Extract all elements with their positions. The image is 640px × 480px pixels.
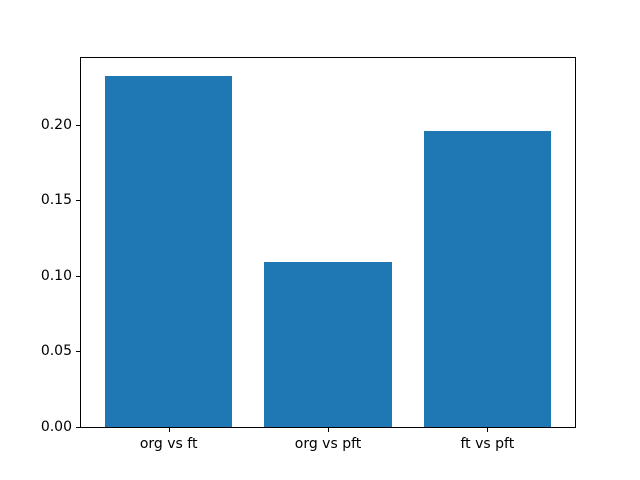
x-axis-tick-label: ft vs pft bbox=[460, 436, 515, 452]
x-axis-tick-label: org vs pft bbox=[294, 436, 362, 452]
bar-ft-vs-pft bbox=[423, 130, 552, 427]
y-axis-tick bbox=[76, 351, 80, 353]
bar-org-vs-pft bbox=[264, 262, 392, 427]
y-axis-tick-label: 0.20 bbox=[40, 116, 72, 133]
plot-area bbox=[80, 57, 576, 428]
y-axis-tick-label: 0.10 bbox=[40, 267, 72, 284]
y-axis-tick-label: 0.00 bbox=[40, 419, 72, 435]
y-axis-tick bbox=[76, 275, 80, 277]
y-axis-tick bbox=[76, 427, 80, 428]
y-axis-tick bbox=[76, 124, 80, 126]
y-axis-tick-label: 0.05 bbox=[40, 343, 72, 360]
y-axis-tick-label: 0.15 bbox=[40, 192, 72, 209]
x-axis-tick bbox=[328, 428, 329, 432]
x-axis-tick bbox=[168, 428, 170, 432]
x-axis-tick bbox=[487, 428, 489, 432]
bar-org-vs-ft bbox=[104, 76, 233, 427]
y-axis-tick bbox=[76, 200, 80, 202]
x-axis-tick-label: org vs ft bbox=[139, 436, 198, 452]
